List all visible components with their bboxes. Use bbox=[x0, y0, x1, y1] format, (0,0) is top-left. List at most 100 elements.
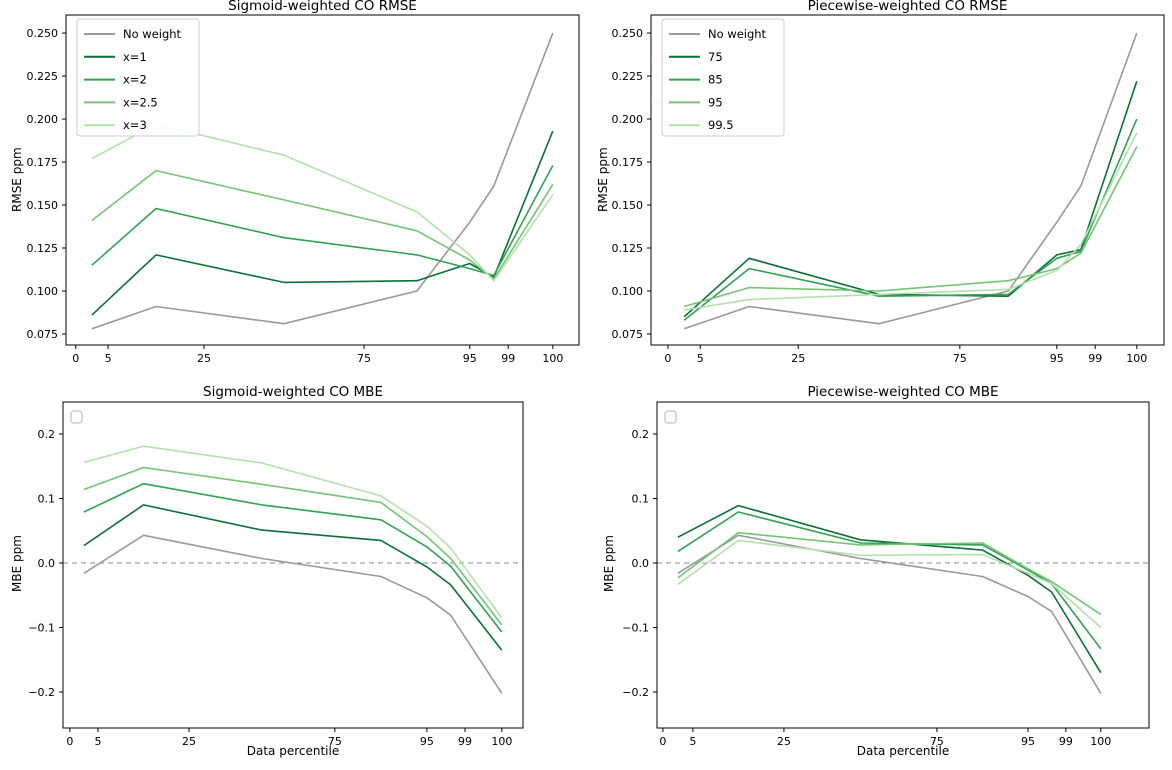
plot-frame bbox=[62, 401, 524, 729]
y-tick-label: −0.1 bbox=[28, 622, 55, 635]
subplot-3: 0 5 25 75 95 99 100 0.2 0.1 0.0 −0.1 −0.2 bbox=[622, 401, 1150, 748]
series-line-3 bbox=[683, 146, 1138, 308]
y-tick-label: 0.2 bbox=[38, 428, 56, 441]
plot-frame bbox=[650, 14, 1165, 346]
series-line-4 bbox=[683, 132, 1138, 311]
series-line-2 bbox=[683, 118, 1138, 321]
y-tick-label: 0.200 bbox=[612, 113, 644, 126]
y-tick-label: 0.175 bbox=[612, 156, 644, 169]
x-tick-label: 25 bbox=[791, 352, 805, 365]
legend-label-4: x=3 bbox=[123, 118, 147, 132]
x-tick-label: 100 bbox=[1126, 352, 1147, 365]
chart-title-sigmoid-rmse: Sigmoid-weighted CO RMSE bbox=[228, 0, 417, 14]
series-line-0 bbox=[677, 534, 1102, 694]
y-axis-label-sigmoid-rmse: RMSE ppm bbox=[10, 147, 24, 212]
x-axis-label-piecewise-mbe: Data percentile bbox=[856, 744, 950, 758]
chart-title-piecewise-rmse: Piecewise-weighted CO RMSE bbox=[807, 0, 1008, 14]
y-tick-label: 0.075 bbox=[27, 328, 59, 341]
x-axis-label-sigmoid-mbe: Data percentile bbox=[246, 744, 340, 758]
y-tick-label: 0.100 bbox=[27, 285, 59, 298]
legend-label-0: No weight bbox=[708, 27, 767, 41]
y-axis-label-sigmoid-mbe: MBE ppm bbox=[10, 535, 24, 592]
subplot-2: 0 5 25 75 95 99 100 0.2 0.1 0.0 −0.1 −0.2 bbox=[28, 401, 524, 748]
series-line-2 bbox=[83, 482, 503, 633]
x-tick-label: 75 bbox=[930, 735, 944, 748]
legend-box-empty bbox=[70, 410, 83, 424]
x-tick-label: 75 bbox=[328, 735, 342, 748]
x-tick-label: 5 bbox=[689, 735, 696, 748]
y-tick-label: 0.225 bbox=[612, 70, 644, 83]
series-line-0 bbox=[83, 534, 503, 694]
x-tick-label: 0 bbox=[659, 735, 666, 748]
x-tick-label: 25 bbox=[777, 735, 791, 748]
x-tick-label: 75 bbox=[953, 352, 967, 365]
series-line-2 bbox=[91, 165, 554, 277]
legend-label-3: 95 bbox=[708, 95, 723, 109]
x-tick-label: 95 bbox=[1050, 352, 1064, 365]
legend-box bbox=[661, 18, 785, 137]
x-tick-label: 5 bbox=[94, 735, 101, 748]
x-tick-label: 75 bbox=[357, 352, 371, 365]
x-tick-label: 0 bbox=[72, 352, 79, 365]
x-tick-label: 5 bbox=[697, 352, 704, 365]
y-tick-label: 0.250 bbox=[612, 27, 644, 40]
x-tick-label: 100 bbox=[491, 735, 512, 748]
y-tick-label: 0.150 bbox=[612, 199, 644, 212]
x-tick-label: 99 bbox=[501, 352, 515, 365]
x-tick-label: 100 bbox=[1090, 735, 1111, 748]
series-line-0 bbox=[91, 32, 554, 330]
y-tick-label: 0.200 bbox=[27, 113, 59, 126]
legend-box bbox=[76, 18, 200, 137]
x-tick-label: 95 bbox=[420, 735, 434, 748]
series-line-4 bbox=[83, 445, 503, 619]
y-tick-label: −0.2 bbox=[622, 686, 649, 699]
x-tick-label: 95 bbox=[1021, 735, 1035, 748]
y-axis-label-piecewise-mbe: MBE ppm bbox=[602, 535, 616, 592]
legend-label-3: x=2.5 bbox=[123, 95, 158, 109]
x-tick-label: 0 bbox=[66, 735, 73, 748]
series-line-1 bbox=[91, 130, 554, 316]
series-line-1 bbox=[83, 504, 503, 651]
plot-frame bbox=[656, 401, 1150, 729]
y-tick-label: 0.150 bbox=[27, 199, 59, 212]
chart-title-piecewise-mbe: Piecewise-weighted CO MBE bbox=[807, 384, 999, 400]
x-tick-label: 25 bbox=[182, 735, 196, 748]
y-tick-label: 0.225 bbox=[27, 70, 59, 83]
y-tick-label: 0.125 bbox=[27, 242, 59, 255]
legend-label-0: No weight bbox=[123, 27, 182, 41]
y-tick-label: 0.0 bbox=[38, 557, 56, 570]
x-tick-label: 99 bbox=[458, 735, 472, 748]
x-tick-label: 100 bbox=[542, 352, 563, 365]
x-tick-label: 95 bbox=[463, 352, 477, 365]
y-tick-label: 0.075 bbox=[612, 328, 644, 341]
x-tick-label: 5 bbox=[105, 352, 112, 365]
legend-label-1: x=1 bbox=[123, 50, 147, 64]
series-line-4 bbox=[677, 539, 1102, 629]
series-line-1 bbox=[677, 504, 1102, 674]
x-tick-label: 99 bbox=[1059, 735, 1073, 748]
series-line-3 bbox=[91, 169, 554, 280]
y-tick-label: 0.175 bbox=[27, 156, 59, 169]
legend-label-1: 75 bbox=[708, 50, 723, 64]
y-tick-label: 0.250 bbox=[27, 27, 59, 40]
x-tick-label: 25 bbox=[197, 352, 211, 365]
y-tick-label: 0.2 bbox=[632, 428, 650, 441]
legend-label-4: 99.5 bbox=[708, 118, 734, 132]
series-line-3 bbox=[677, 531, 1102, 616]
series-line-3 bbox=[83, 466, 503, 626]
legend-label-2: 85 bbox=[708, 73, 723, 87]
y-tick-label: 0.1 bbox=[38, 492, 56, 505]
y-tick-label: 0.1 bbox=[632, 492, 650, 505]
series-line-0 bbox=[683, 32, 1138, 330]
y-axis-label-piecewise-rmse: RMSE ppm bbox=[596, 147, 610, 212]
subplot-1: 0 5 25 75 95 99 100 0.075 0.100 0.125 0.150 0.175 0.… bbox=[612, 14, 1165, 365]
y-tick-label: −0.1 bbox=[622, 622, 649, 635]
y-tick-label: 0.0 bbox=[632, 557, 650, 570]
legend-label-2: x=2 bbox=[123, 73, 147, 87]
y-tick-label: 0.100 bbox=[612, 285, 644, 298]
y-tick-label: 0.125 bbox=[612, 242, 644, 255]
subplot-0: 0 5 25 75 95 99 100 0.075 0.100 0.125 0.150 0.175 0.… bbox=[27, 14, 580, 365]
x-tick-label: 0 bbox=[664, 352, 671, 365]
